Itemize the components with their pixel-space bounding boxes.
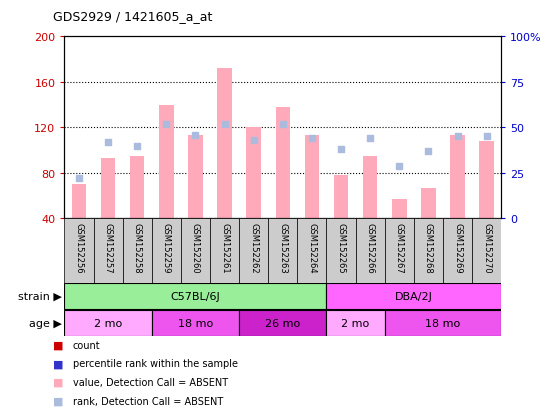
Text: GSM152265: GSM152265 bbox=[337, 222, 346, 273]
Text: GSM152259: GSM152259 bbox=[162, 222, 171, 273]
Text: 2 mo: 2 mo bbox=[94, 318, 122, 328]
Bar bbox=[181, 219, 210, 283]
Text: 18 mo: 18 mo bbox=[178, 318, 213, 328]
Bar bbox=[326, 283, 501, 309]
Text: C57BL/6J: C57BL/6J bbox=[171, 291, 220, 301]
Text: rank, Detection Call = ABSENT: rank, Detection Call = ABSENT bbox=[73, 396, 223, 406]
Bar bbox=[64, 283, 326, 309]
Point bbox=[278, 121, 287, 128]
Bar bbox=[363, 157, 377, 219]
Text: GSM152256: GSM152256 bbox=[74, 222, 83, 273]
Point bbox=[453, 134, 462, 140]
Bar bbox=[326, 219, 356, 283]
Bar bbox=[101, 159, 115, 219]
Point bbox=[307, 135, 316, 142]
Text: GSM152269: GSM152269 bbox=[453, 222, 462, 273]
Bar bbox=[159, 105, 174, 219]
Bar bbox=[64, 219, 94, 283]
Text: GSM152267: GSM152267 bbox=[395, 222, 404, 273]
Point bbox=[133, 143, 142, 150]
Bar bbox=[334, 176, 348, 219]
Bar bbox=[326, 310, 385, 336]
Bar bbox=[276, 107, 290, 219]
Point bbox=[424, 148, 433, 155]
Text: age ▶: age ▶ bbox=[29, 318, 62, 328]
Point bbox=[220, 121, 229, 128]
Point bbox=[337, 147, 346, 153]
Bar bbox=[385, 310, 501, 336]
Text: 2 mo: 2 mo bbox=[342, 318, 370, 328]
Text: GSM152257: GSM152257 bbox=[104, 222, 113, 273]
Text: GSM152268: GSM152268 bbox=[424, 222, 433, 273]
Bar bbox=[421, 188, 436, 219]
Bar bbox=[385, 219, 414, 283]
Point bbox=[395, 163, 404, 169]
Bar bbox=[217, 69, 232, 219]
Text: DBA/2J: DBA/2J bbox=[395, 291, 433, 301]
Point bbox=[482, 134, 491, 140]
Bar bbox=[239, 219, 268, 283]
Text: percentile rank within the sample: percentile rank within the sample bbox=[73, 358, 238, 368]
Bar bbox=[414, 219, 443, 283]
Point bbox=[74, 176, 83, 182]
Text: GSM152266: GSM152266 bbox=[366, 222, 375, 273]
Text: GSM152263: GSM152263 bbox=[278, 222, 287, 273]
Bar bbox=[450, 136, 465, 219]
Bar bbox=[64, 310, 152, 336]
Bar bbox=[152, 219, 181, 283]
Bar bbox=[268, 219, 297, 283]
Text: ■: ■ bbox=[53, 358, 64, 368]
Text: value, Detection Call = ABSENT: value, Detection Call = ABSENT bbox=[73, 377, 228, 387]
Bar bbox=[239, 310, 326, 336]
Bar bbox=[297, 219, 326, 283]
Text: GSM152258: GSM152258 bbox=[133, 222, 142, 273]
Point bbox=[366, 135, 375, 142]
Text: GSM152260: GSM152260 bbox=[191, 222, 200, 273]
Text: ■: ■ bbox=[53, 377, 64, 387]
Bar bbox=[443, 219, 472, 283]
Text: 18 mo: 18 mo bbox=[426, 318, 460, 328]
Bar bbox=[152, 310, 239, 336]
Text: GSM152264: GSM152264 bbox=[307, 222, 316, 273]
Bar bbox=[130, 157, 144, 219]
Text: 26 mo: 26 mo bbox=[265, 318, 300, 328]
Point bbox=[191, 132, 200, 139]
Bar bbox=[246, 128, 261, 219]
Bar bbox=[210, 219, 239, 283]
Text: GSM152261: GSM152261 bbox=[220, 222, 229, 273]
Bar bbox=[123, 219, 152, 283]
Text: strain ▶: strain ▶ bbox=[18, 291, 62, 301]
Bar bbox=[392, 199, 407, 219]
Text: GSM152270: GSM152270 bbox=[482, 222, 491, 273]
Bar bbox=[188, 136, 203, 219]
Text: GSM152262: GSM152262 bbox=[249, 222, 258, 273]
Bar bbox=[305, 136, 319, 219]
Point bbox=[249, 138, 258, 144]
Bar bbox=[479, 142, 494, 219]
Bar bbox=[94, 219, 123, 283]
Text: GDS2929 / 1421605_a_at: GDS2929 / 1421605_a_at bbox=[53, 10, 213, 23]
Point bbox=[104, 139, 113, 146]
Text: ■: ■ bbox=[53, 340, 64, 350]
Point bbox=[162, 121, 171, 128]
Text: count: count bbox=[73, 340, 100, 350]
Bar bbox=[356, 219, 385, 283]
Text: ■: ■ bbox=[53, 396, 64, 406]
Bar bbox=[72, 185, 86, 219]
Bar bbox=[472, 219, 501, 283]
